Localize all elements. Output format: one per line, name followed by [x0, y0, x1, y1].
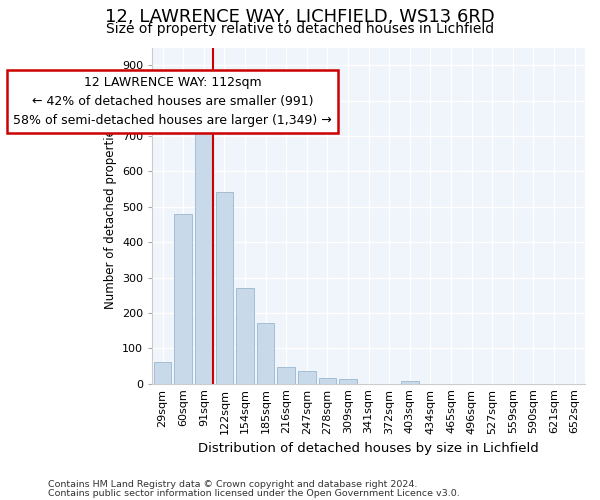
Bar	[257, 323, 274, 384]
Bar	[339, 379, 357, 384]
Text: 12, LAWRENCE WAY, LICHFIELD, WS13 6RD: 12, LAWRENCE WAY, LICHFIELD, WS13 6RD	[105, 8, 495, 26]
Text: Size of property relative to detached houses in Lichfield: Size of property relative to detached ho…	[106, 22, 494, 36]
Bar	[401, 381, 419, 384]
Bar	[154, 362, 171, 384]
Bar	[298, 372, 316, 384]
Text: 12 LAWRENCE WAY: 112sqm
← 42% of detached houses are smaller (991)
58% of semi-d: 12 LAWRENCE WAY: 112sqm ← 42% of detache…	[13, 76, 332, 127]
Bar	[236, 288, 254, 384]
Text: Contains HM Land Registry data © Crown copyright and database right 2024.: Contains HM Land Registry data © Crown c…	[48, 480, 418, 489]
Text: Contains public sector information licensed under the Open Government Licence v3: Contains public sector information licen…	[48, 488, 460, 498]
Bar	[319, 378, 336, 384]
Bar	[195, 129, 212, 384]
Bar	[277, 366, 295, 384]
Bar	[175, 214, 192, 384]
X-axis label: Distribution of detached houses by size in Lichfield: Distribution of detached houses by size …	[198, 442, 539, 455]
Bar	[215, 192, 233, 384]
Y-axis label: Number of detached properties: Number of detached properties	[104, 122, 116, 308]
